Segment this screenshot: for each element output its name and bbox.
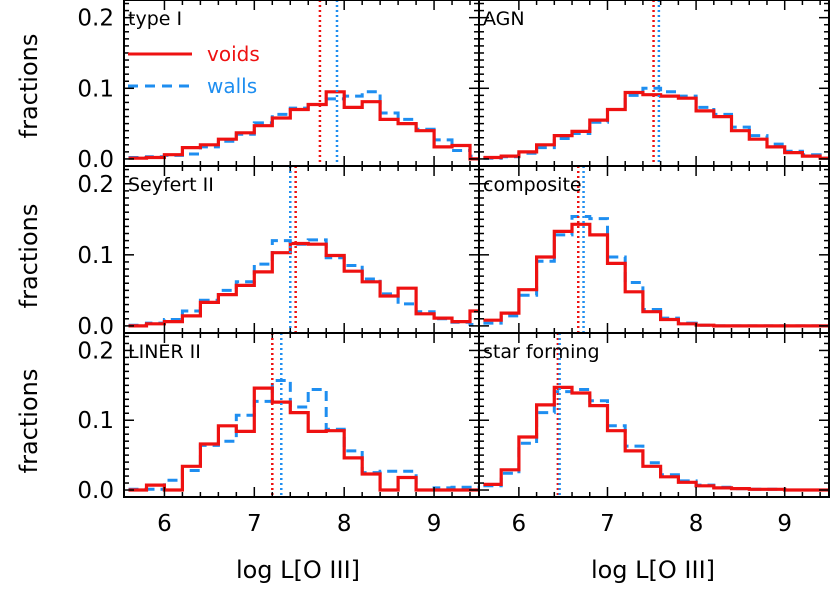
voids-histogram-star-forming (483, 385, 829, 492)
ytick-label: 0.2 (77, 338, 114, 364)
panel-frame-star-forming (478, 332, 830, 498)
voids-histogram-liner-ii (128, 386, 479, 492)
plot-area-agn (483, 0, 829, 166)
legend-voids-label: voids (207, 42, 260, 66)
xtick-label: 9 (427, 511, 442, 537)
voids-histogram-composite (483, 222, 829, 328)
panel-liner-ii: 0.0 0.1 0.2 6 7 8 9 LINER II (77, 332, 480, 537)
panel-title-composite: composite (483, 174, 582, 196)
panel-title-star-forming: star forming (483, 341, 600, 363)
panel-agn: AGN (478, 0, 830, 167)
xlabel-right: log L[O III] (591, 556, 715, 584)
ylabel-row3: fractions (15, 369, 43, 474)
xtick-label: 8 (689, 511, 704, 537)
ytick-label: 0.0 (77, 147, 114, 173)
voids-histogram-agn (483, 90, 829, 160)
walls-histogram-agn (483, 86, 829, 160)
ytick-label: 0.0 (77, 478, 114, 504)
ytick-label: 0.1 (77, 76, 114, 102)
xlabel-left: log L[O III] (236, 556, 360, 584)
xtick-label: 7 (600, 511, 615, 537)
panel-composite: composite (478, 165, 830, 334)
legend-walls-label: walls (207, 74, 257, 98)
panels-layer: 0.0 0.1 0.2 type I AGN 0.0 0.1 0.2 Seyfert II com… (77, 0, 830, 537)
panel-seyfert-ii: 0.0 0.1 0.2 Seyfert II (77, 165, 480, 340)
plot-area-star-forming (483, 333, 829, 497)
panel-title-type-i: type I (128, 8, 182, 30)
ytick-label: 0.2 (77, 6, 114, 32)
ytick-label: 0.1 (77, 243, 114, 269)
voids-histogram-seyfert-ii (128, 241, 479, 328)
plot-area-type-i (128, 0, 479, 166)
xtick-label: 6 (157, 511, 172, 537)
xtick-label: 9 (777, 511, 792, 537)
plot-area-composite (483, 166, 829, 333)
ytick-label: 0.0 (77, 314, 114, 340)
ylabel-row2: fractions (15, 204, 43, 309)
plot-area-liner-ii (128, 333, 479, 497)
panel-type-i: 0.0 0.1 0.2 type I (77, 0, 480, 173)
xtick-label: 6 (512, 511, 527, 537)
legend: voids walls (128, 42, 260, 98)
ylabel-row1: fractions (15, 34, 43, 139)
panel-star-forming: 6 7 8 9 star forming (478, 332, 830, 537)
xtick-label: 8 (337, 511, 352, 537)
panel-title-agn: AGN (483, 8, 525, 30)
voids-histogram-type-i (128, 90, 479, 161)
ytick-label: 0.1 (77, 408, 114, 434)
plot-area-seyfert-ii (128, 166, 479, 333)
ytick-label: 0.2 (77, 172, 114, 198)
panel-title-seyfert-ii: Seyfert II (128, 174, 214, 196)
xtick-label: 7 (247, 511, 262, 537)
panel-title-liner-ii: LINER II (128, 341, 201, 363)
